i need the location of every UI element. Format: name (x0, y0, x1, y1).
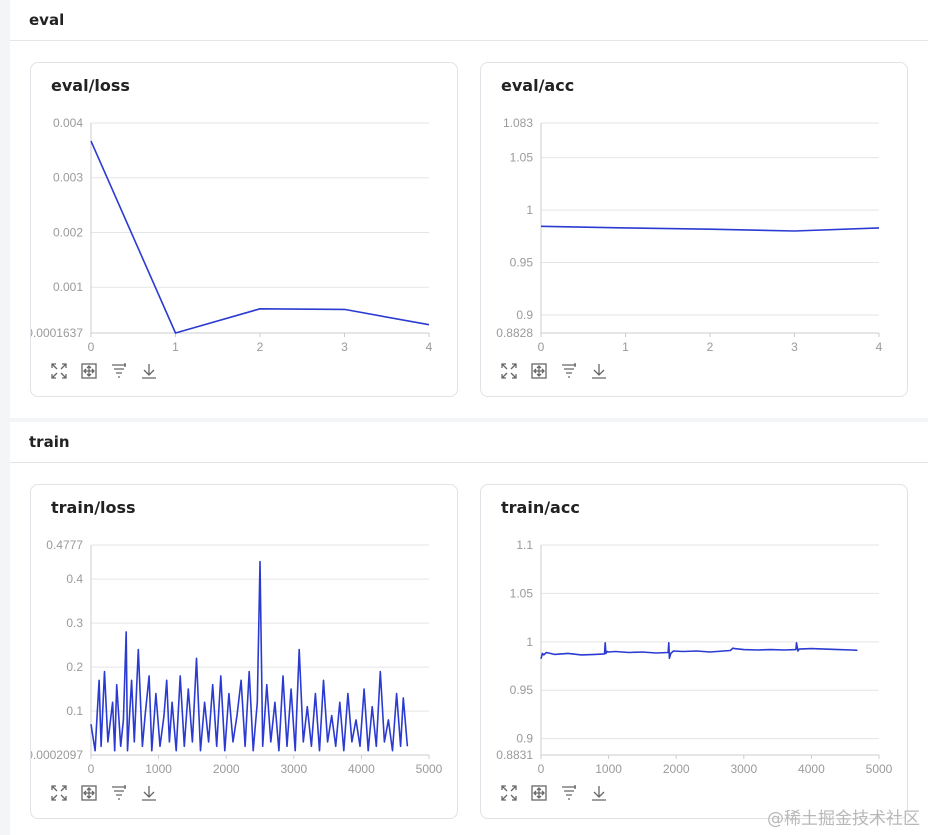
chart-toolbar (49, 783, 159, 803)
y-tick-label: 0.2 (66, 660, 83, 674)
fit-icon[interactable] (79, 361, 99, 381)
x-tick-label: 3 (341, 340, 348, 354)
x-tick-label: 4 (426, 340, 433, 354)
y-tick-label: 0.9 (516, 732, 533, 746)
chart-card-eval-loss: eval/loss 0.004 0.003 0.002 0.001 0.0001637 0… (30, 62, 458, 397)
y-tick-label: 0.3 (66, 616, 83, 630)
y-tick-label: 0.0002097 (31, 748, 83, 762)
download-icon[interactable] (589, 361, 609, 381)
fullscreen-icon[interactable] (499, 783, 519, 803)
x-tick-label: 4000 (348, 762, 375, 776)
y-tick-label: 0.4777 (46, 538, 83, 552)
fullscreen-icon[interactable] (499, 361, 519, 381)
y-tick-label: 1.05 (510, 586, 534, 600)
chart-svg[interactable]: 1.1 1.05 1 0.95 0.9 0.8831 0 1000 2000 3000 4000 50… (481, 485, 907, 818)
chart-title: eval/loss (51, 76, 130, 95)
y-tick-label: 1.05 (510, 151, 534, 165)
y-tick-label: 0.001 (53, 280, 83, 294)
y-tick-label: 0.4 (66, 572, 83, 586)
y-tick-label: 0.95 (510, 256, 534, 270)
section-title: eval (29, 11, 65, 29)
chart-toolbar (499, 783, 609, 803)
y-tick-label: 1.083 (503, 116, 533, 130)
train-section-header[interactable]: train (10, 422, 928, 463)
y-tick-label: 0.8828 (496, 326, 533, 340)
y-tick-label: 0.8831 (496, 748, 533, 762)
x-tick-label: 5000 (416, 762, 443, 776)
chart-svg[interactable]: 0.4777 0.4 0.3 0.2 0.1 0.0002097 0 1000 2000 3000… (31, 485, 457, 818)
chart-card-eval-acc: eval/acc 1.083 1.05 1 0.95 0.9 0.8828 0 1 2 3 4 (480, 62, 908, 397)
x-tick-label: 4000 (798, 762, 825, 776)
series-line[interactable] (90, 560, 409, 752)
y-tick-label: 0.95 (510, 683, 534, 697)
chart-svg[interactable]: 1.083 1.05 1 0.95 0.9 0.8828 0 1 2 3 4 (481, 63, 907, 396)
x-tick-label: 2 (257, 340, 264, 354)
fullscreen-icon[interactable] (49, 361, 69, 381)
filter-icon[interactable] (559, 783, 579, 803)
x-tick-label: 0 (538, 340, 545, 354)
x-tick-label: 2 (707, 340, 714, 354)
y-tick-label: 0.0001637 (31, 326, 83, 340)
x-tick-label: 3000 (280, 762, 307, 776)
x-tick-label: 2000 (213, 762, 240, 776)
series-line[interactable] (540, 642, 858, 660)
chart-svg[interactable]: 0.004 0.003 0.002 0.001 0.0001637 0 1 2 3 4 (31, 63, 457, 396)
y-tick-label: 1.1 (516, 538, 533, 552)
x-tick-label: 0 (538, 762, 545, 776)
x-tick-label: 0 (88, 340, 95, 354)
section-title: train (29, 433, 70, 451)
chart-title: train/acc (501, 498, 580, 517)
fit-icon[interactable] (529, 361, 549, 381)
fullscreen-icon[interactable] (49, 783, 69, 803)
watermark: @稀土掘金技术社区 (767, 809, 920, 829)
eval-section-header[interactable]: eval (10, 0, 928, 41)
y-tick-label: 0.003 (53, 171, 83, 185)
x-tick-label: 4 (876, 340, 883, 354)
download-icon[interactable] (139, 361, 159, 381)
x-tick-label: 2000 (663, 762, 690, 776)
x-tick-label: 1000 (145, 762, 172, 776)
filter-icon[interactable] (109, 783, 129, 803)
series-line[interactable] (90, 140, 430, 334)
x-tick-label: 3000 (730, 762, 757, 776)
y-tick-label: 1 (526, 635, 533, 649)
chart-card-train-loss: train/loss 0.4777 0.4 0.3 0.2 0.1 0.0002097 0 1… (30, 484, 458, 819)
download-icon[interactable] (139, 783, 159, 803)
x-tick-label: 3 (791, 340, 798, 354)
fit-icon[interactable] (79, 783, 99, 803)
download-icon[interactable] (589, 783, 609, 803)
chart-title: train/loss (51, 498, 136, 517)
y-tick-label: 1 (526, 203, 533, 217)
y-tick-label: 0.1 (66, 704, 83, 718)
chart-title: eval/acc (501, 76, 575, 95)
x-tick-label: 1 (622, 340, 629, 354)
y-tick-label: 0.9 (516, 308, 533, 322)
fit-icon[interactable] (529, 783, 549, 803)
filter-icon[interactable] (559, 361, 579, 381)
y-tick-label: 0.002 (53, 225, 83, 239)
x-tick-label: 0 (88, 762, 95, 776)
y-tick-label: 0.004 (53, 116, 83, 130)
series-line[interactable] (540, 225, 880, 232)
x-tick-label: 1000 (595, 762, 622, 776)
chart-toolbar (499, 361, 609, 381)
chart-card-train-acc: train/acc 1.1 1.05 1 0.95 0.9 0.8831 0 1000 2000… (480, 484, 908, 819)
x-tick-label: 5000 (866, 762, 893, 776)
x-tick-label: 1 (172, 340, 179, 354)
chart-toolbar (49, 361, 159, 381)
filter-icon[interactable] (109, 361, 129, 381)
